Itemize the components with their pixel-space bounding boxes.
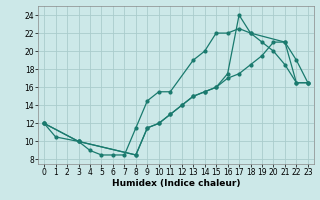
X-axis label: Humidex (Indice chaleur): Humidex (Indice chaleur): [112, 179, 240, 188]
